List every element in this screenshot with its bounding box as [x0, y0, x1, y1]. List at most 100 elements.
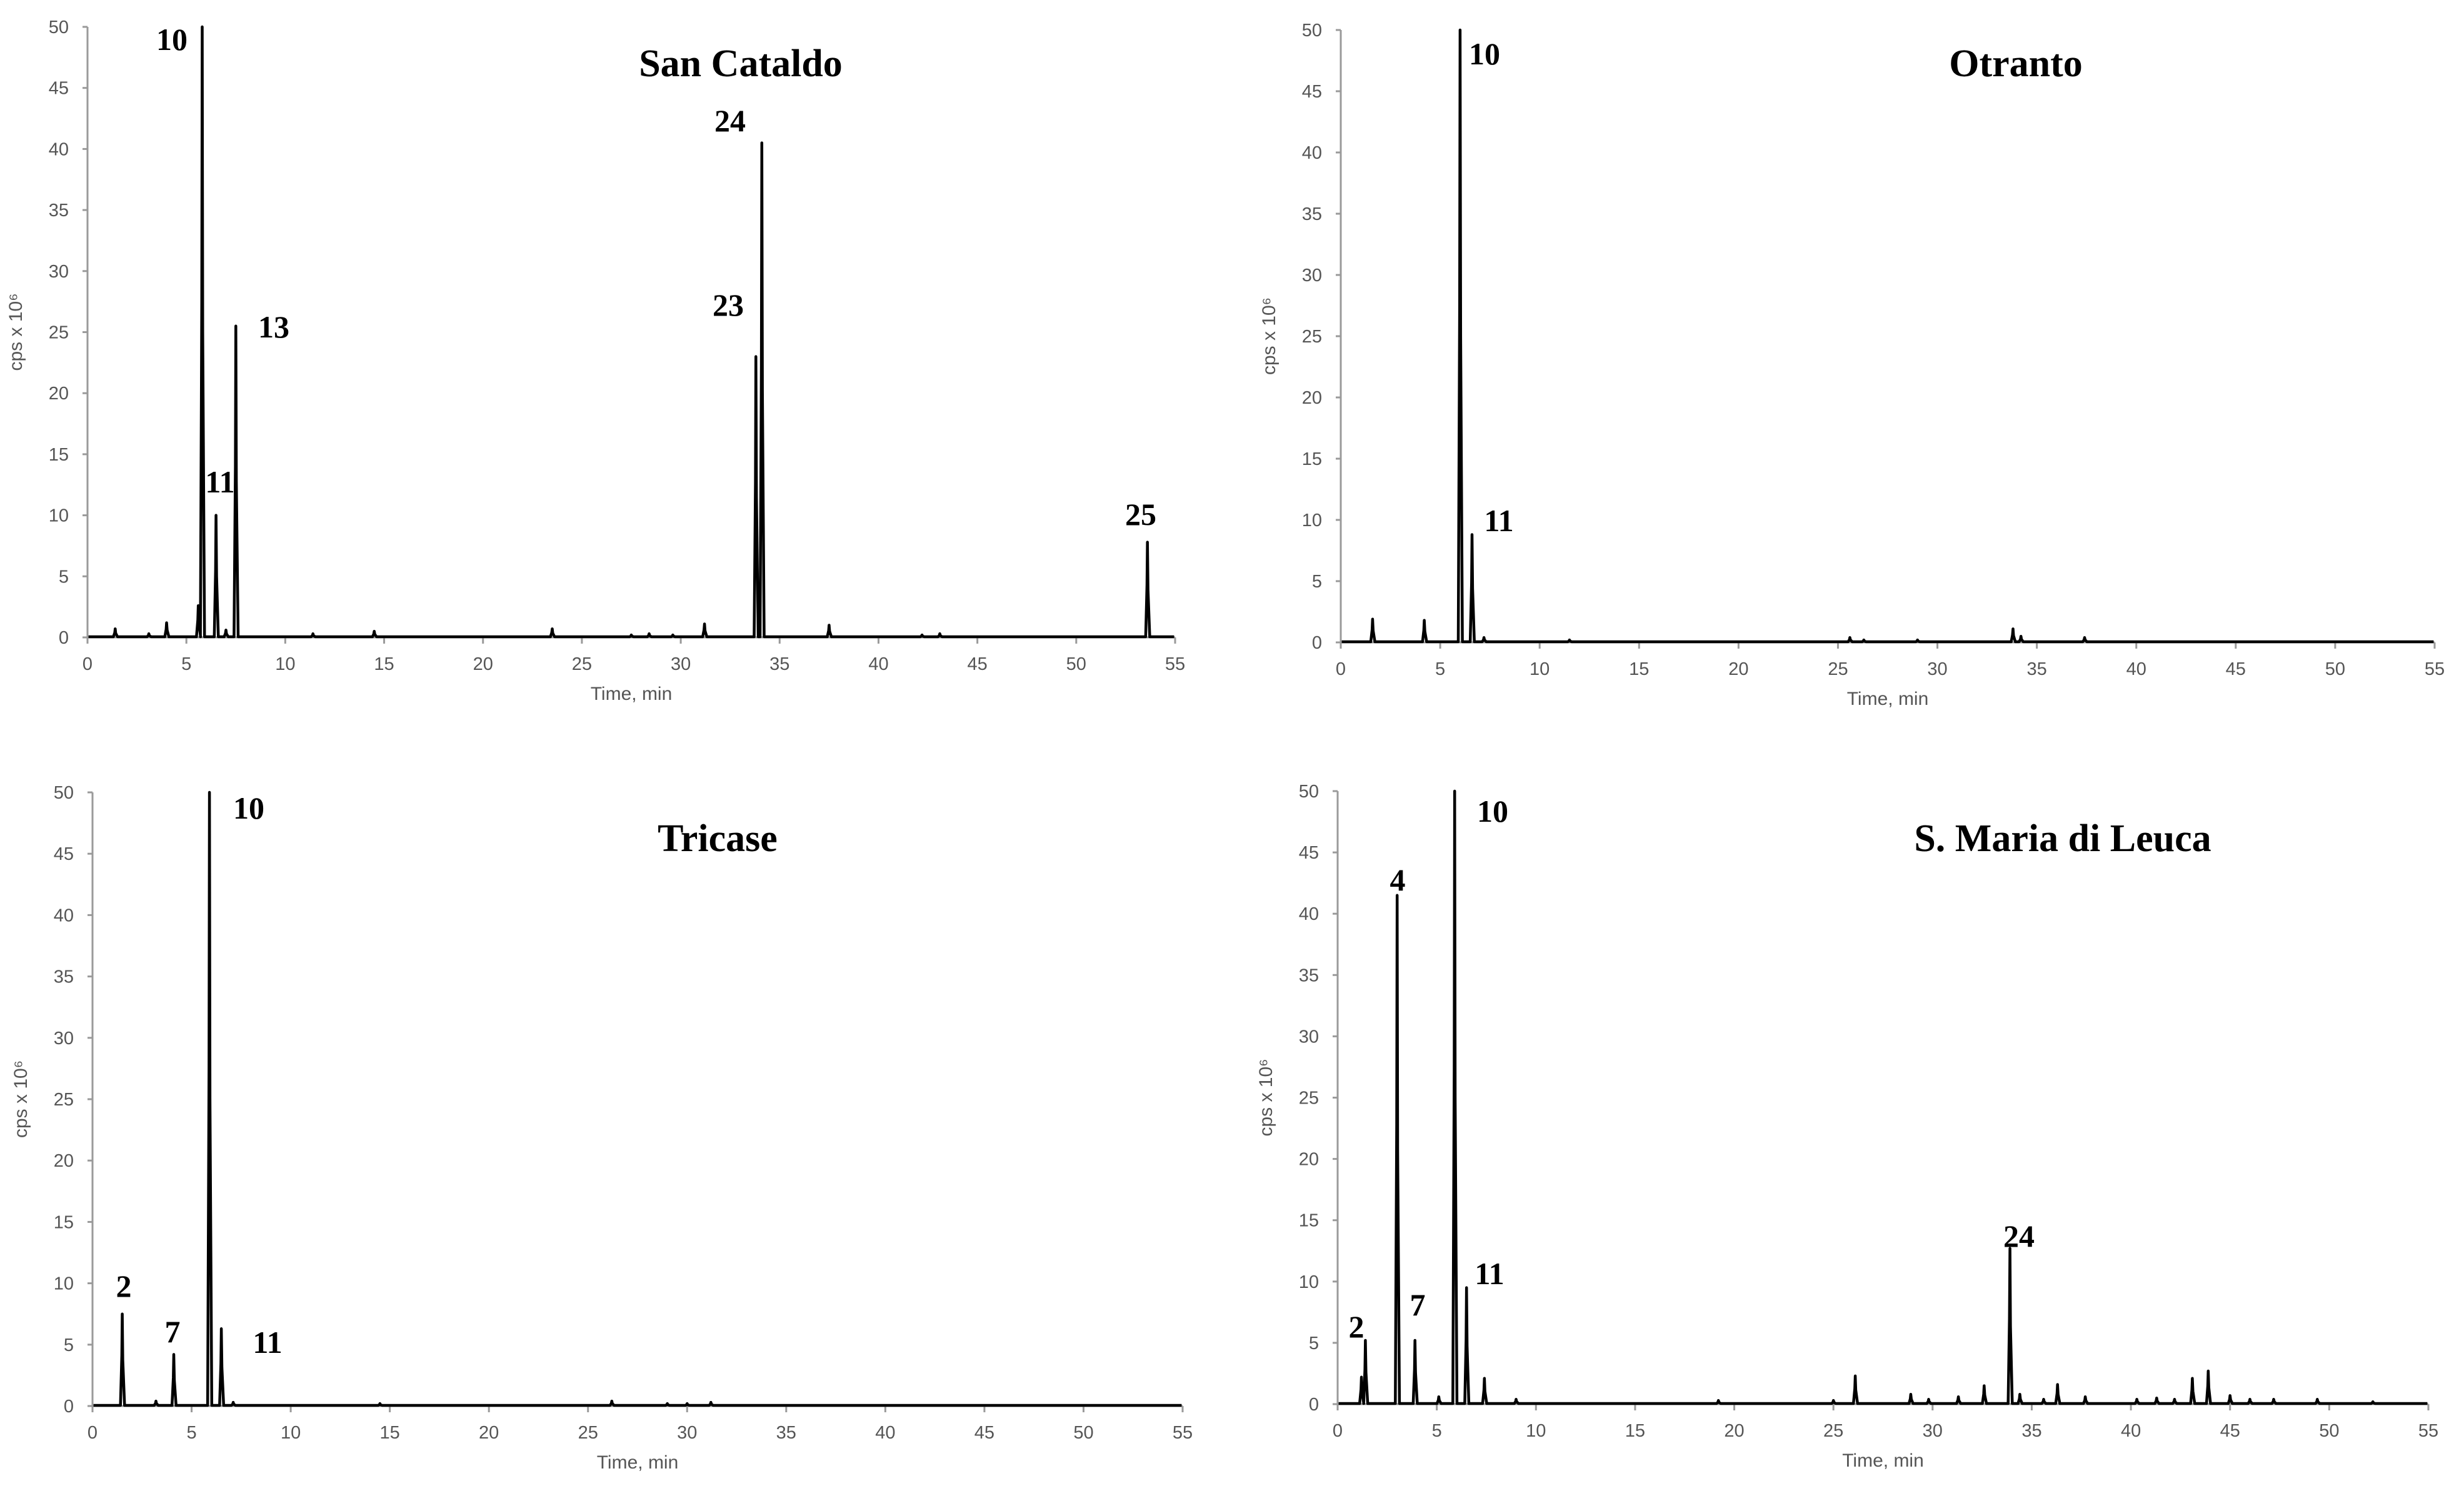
x-tick-label: 25 [1828, 659, 1848, 679]
y-tick-label: 0 [1312, 633, 1322, 653]
peak-label: 25 [1125, 497, 1156, 532]
x-tick-label: 35 [2027, 659, 2047, 679]
x-tick-label: 45 [2226, 659, 2246, 679]
y-tick-label: 15 [49, 445, 69, 465]
peak-label: 2 [1349, 1309, 1365, 1344]
peak-label: 23 [713, 287, 744, 322]
peak-label: 11 [1484, 503, 1513, 538]
y-axis-title: cps x 10⁶ [1259, 297, 1280, 375]
x-tick-label: 50 [2325, 659, 2345, 679]
y-tick-label: 25 [54, 1090, 74, 1110]
y-tick-label: 20 [1299, 1150, 1319, 1170]
y-tick-label: 0 [64, 1397, 74, 1417]
x-tick-label: 30 [677, 1423, 697, 1443]
x-tick-label: 10 [281, 1423, 301, 1443]
y-tick-label: 25 [49, 323, 69, 343]
peak-label: 10 [1477, 794, 1508, 829]
x-tick-label: 0 [1333, 1421, 1343, 1441]
y-tick-label: 40 [49, 139, 69, 159]
x-tick-label: 45 [974, 1423, 994, 1443]
y-tick-label: 5 [1312, 572, 1322, 592]
x-tick-label: 20 [479, 1423, 499, 1443]
x-tick-label: 50 [2319, 1421, 2339, 1441]
x-tick-label: 25 [1823, 1421, 1843, 1441]
x-axis-title: Time, min [597, 1452, 679, 1473]
chart-panel-4: 0 5 10 15 20 25 30 35 40 45 50 55051015202530354045… [1256, 782, 2438, 1471]
y-tick-label: 25 [1299, 1089, 1319, 1109]
y-tick-label: 15 [1302, 449, 1322, 469]
x-tick-label: 30 [1923, 1421, 1943, 1441]
x-tick-label: 20 [1728, 659, 1748, 679]
peak-label: 10 [1469, 36, 1500, 71]
y-tick-label: 10 [1299, 1272, 1319, 1292]
x-tick-label: 55 [1165, 654, 1185, 674]
x-axis-title: Time, min [1847, 689, 1929, 709]
x-tick-label: 45 [2220, 1421, 2240, 1441]
peak-label: 7 [1410, 1287, 1426, 1322]
x-tick-label: 5 [181, 654, 191, 674]
y-tick-label: 35 [49, 201, 69, 221]
x-tick-label: 25 [578, 1423, 598, 1443]
x-tick-label: 35 [769, 654, 789, 674]
x-tick-label: 10 [1530, 659, 1550, 679]
x-tick-label: 40 [2126, 659, 2146, 679]
x-tick-label: 0 [83, 654, 93, 674]
x-tick-label: 5 [1432, 1421, 1442, 1441]
chart-panel-1: 0 5 10 15 20 25 30 35 40 45 50 55 0 5 10 15 20 25 30 35 40 45… [6, 17, 1185, 704]
y-tick-label: 25 [1302, 327, 1322, 347]
y-tick-label: 45 [1302, 82, 1322, 102]
peak-label: 24 [2003, 1219, 2035, 1254]
peak-label: 13 [258, 309, 289, 344]
y-tick-label: 20 [49, 384, 69, 404]
y-tick-label: 40 [1299, 904, 1319, 924]
chart-panel-3: 0 5 10 15 20 25 30 35 40 45 50 55 0 5 10 15 20 25 30 35 40 45… [11, 783, 1193, 1473]
y-axis-title: cps x 10⁶ [1256, 1059, 1276, 1136]
x-tick-label: 20 [473, 654, 493, 674]
x-tick-label: 45 [968, 654, 988, 674]
x-tick-label: 55 [2425, 659, 2445, 679]
y-tick-label: 40 [54, 905, 74, 925]
y-tick-label: 45 [1299, 843, 1319, 863]
chromatogram-trace [88, 25, 1174, 639]
y-tick-label: 15 [54, 1212, 74, 1232]
y-tick-label: 50 [54, 783, 74, 803]
y-tick-label: 45 [49, 79, 69, 99]
y-tick-label: 15 [1299, 1211, 1319, 1231]
y-tick-label: 30 [1299, 1027, 1319, 1047]
y-tick-label: 20 [1302, 388, 1322, 408]
x-axis-title: Time, min [1842, 1450, 1924, 1471]
chart-panel-2: 0 5 10 15 20 25 30 35 40 45 50 55 0 5 10 15 20 25 30 35 40 45… [1259, 21, 2445, 709]
chart-title: S. Maria di Leuca [1914, 817, 2211, 860]
y-tick-label: 35 [54, 967, 74, 987]
x-tick-label: 15 [380, 1423, 400, 1443]
chromatogram-trace [1341, 28, 2434, 644]
peak-label: 7 [165, 1314, 181, 1349]
x-tick-label: 15 [374, 654, 394, 674]
x-tick-label: 40 [868, 654, 888, 674]
y-tick-label: 5 [59, 567, 69, 587]
chromatogram-trace [1338, 789, 2428, 1405]
peak-label: 11 [253, 1325, 282, 1360]
x-tick-label: 10 [275, 654, 295, 674]
y-tick-label: 10 [1302, 511, 1322, 531]
y-tick-label: 50 [1302, 21, 1322, 41]
y-tick-label: 0 [1309, 1395, 1319, 1415]
y-tick-label: 5 [1309, 1334, 1319, 1354]
y-tick-label: 30 [49, 262, 69, 282]
x-tick-label: 25 [572, 654, 592, 674]
peak-label: 11 [1475, 1256, 1504, 1291]
x-tick-label: 50 [1073, 1423, 1093, 1443]
peak-label: 11 [205, 464, 234, 499]
y-tick-label: 35 [1299, 965, 1319, 985]
chart-title: Otranto [1949, 42, 2083, 85]
y-tick-label: 35 [1302, 204, 1322, 224]
y-axis-title: cps x 10⁶ [6, 293, 26, 371]
y-tick-label: 30 [1302, 266, 1322, 286]
x-tick-label: 50 [1066, 654, 1086, 674]
x-tick-label: 40 [875, 1423, 895, 1443]
x-tick-label: 55 [1173, 1423, 1193, 1443]
peak-label: 10 [233, 790, 264, 825]
x-tick-label: 30 [671, 654, 691, 674]
peak-label: 4 [1390, 862, 1406, 897]
